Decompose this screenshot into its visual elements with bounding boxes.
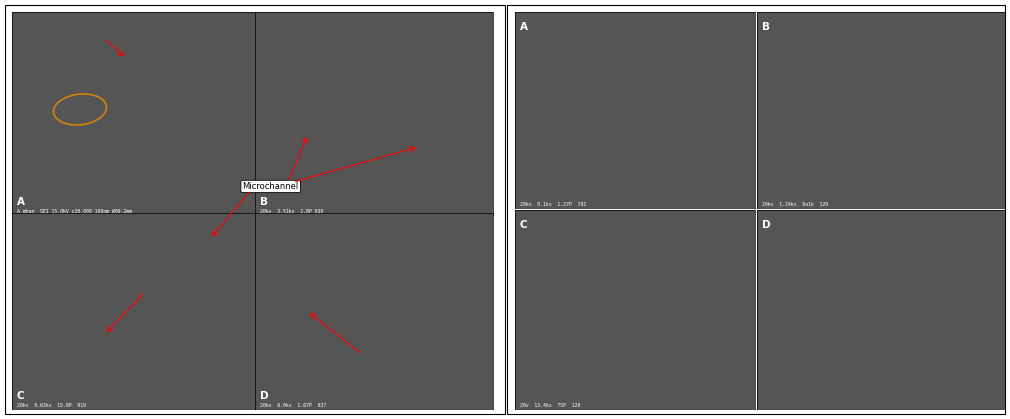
- Text: 20v  13.4kx  75P  120: 20v 13.4kx 75P 120: [520, 403, 580, 408]
- Text: Microchannel: Microchannel: [242, 182, 299, 191]
- Text: A: A: [17, 197, 25, 207]
- Text: C: C: [17, 391, 24, 401]
- Text: 20kv  3.51kx  2.8P 030: 20kv 3.51kx 2.8P 030: [260, 209, 323, 214]
- Text: D: D: [762, 220, 771, 230]
- Text: D: D: [260, 391, 269, 401]
- Text: 20kv  0.63kx  15.9P  019: 20kv 0.63kx 15.9P 019: [17, 403, 86, 408]
- Text: C: C: [520, 220, 527, 230]
- Text: A mhan  SEI 15.0kV x30,000 100nm W09.2mm: A mhan SEI 15.0kV x30,000 100nm W09.2mm: [17, 209, 132, 214]
- Text: 20kv  6.0kx  1.67P  037: 20kv 6.0kx 1.67P 037: [260, 403, 326, 408]
- Text: B: B: [762, 22, 770, 32]
- Text: A: A: [520, 22, 528, 32]
- Text: B: B: [260, 197, 268, 207]
- Text: 20kv  0.1kx  1.27P  792: 20kv 0.1kx 1.27P 792: [520, 202, 586, 207]
- Text: 20kv  1.24kx  0a1k  129: 20kv 1.24kx 0a1k 129: [762, 202, 828, 207]
